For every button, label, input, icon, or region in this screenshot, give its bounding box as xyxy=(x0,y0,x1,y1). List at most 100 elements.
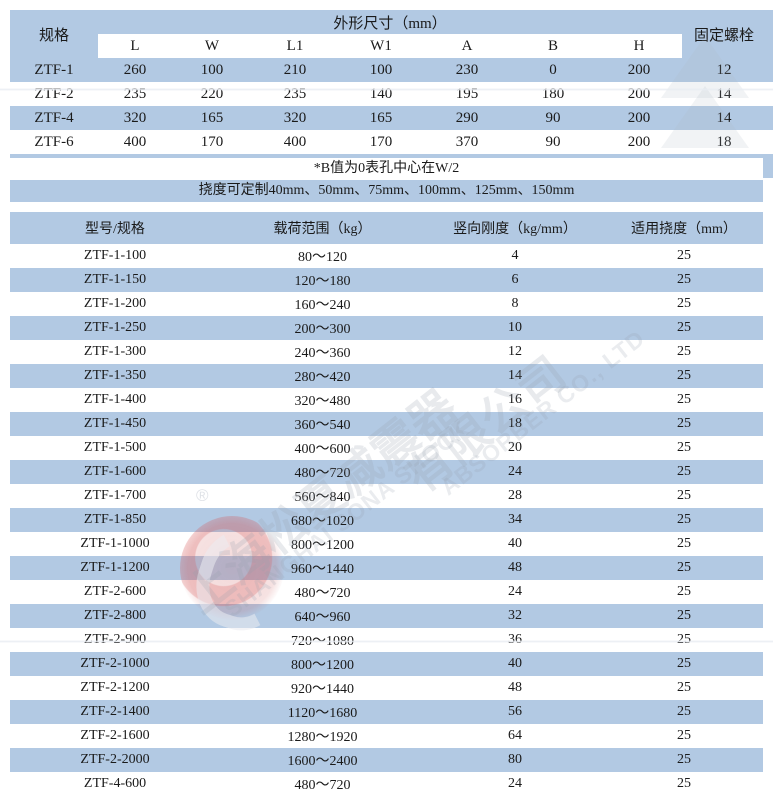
cell-model: ZTF-1-450 xyxy=(83,416,147,431)
cell-model: ZTF-1-600 xyxy=(83,464,147,479)
cell-W1: 170 xyxy=(369,133,393,150)
cell-deflection: 25 xyxy=(677,752,691,767)
cell-stiffness: 8 xyxy=(511,296,519,311)
cell-load-range: 360～540 xyxy=(294,418,351,433)
cell-deflection: 25 xyxy=(677,320,691,335)
cell-diameter: 13 xyxy=(766,154,773,178)
load-capacity-table: 型号/规格 载荷范围（kg） 竖向刚度（kg/mm） 适用挠度（mm） ZTF-… xyxy=(10,212,763,796)
subheader-B: B xyxy=(510,34,596,58)
cell-W: 165 xyxy=(200,109,224,126)
cell-stiffness: 16 xyxy=(508,392,522,407)
cell-model: ZTF-2-1600 xyxy=(80,728,150,743)
cell-model: ZTF-1-700 xyxy=(83,488,147,503)
table-row: ZTF-1-700 560～840 28 25 xyxy=(10,484,763,508)
cell-deflection: 25 xyxy=(677,584,691,599)
table-row: ZTF-2-600 480～720 24 25 xyxy=(10,580,763,604)
cell-load-range: 720～1080 xyxy=(291,634,354,649)
table-row: ZTF-2-1000 800～1200 40 25 xyxy=(10,652,763,676)
cell-load-range: 240～360 xyxy=(294,346,351,361)
cell-stiffness: 32 xyxy=(508,608,522,623)
cell-L: 235 xyxy=(123,85,147,102)
table-row: ZTF-1-200 160～240 8 25 xyxy=(10,292,763,316)
cell-stiffness: 14 xyxy=(508,368,522,383)
cell-diameter: 13 xyxy=(766,58,773,82)
cell-deflection: 25 xyxy=(677,680,691,695)
cell-load-range: 1120～1680 xyxy=(287,706,358,721)
cell-deflection: 25 xyxy=(677,560,691,575)
table-row: ZTF-1-100 80～120 4 25 xyxy=(10,244,763,268)
cell-load-range: 160～240 xyxy=(294,298,351,313)
cell-model: ZTF-1-500 xyxy=(83,440,147,455)
dimensions-header-row-2: L W L1 W1 A B H xyxy=(10,34,773,58)
table-row: ZTF-1-1000 800～1200 40 25 xyxy=(10,532,763,556)
table-row: ZTF-1-300 240～360 12 25 xyxy=(10,340,763,364)
table-row: ZTF-2-800 640～960 32 25 xyxy=(10,604,763,628)
cell-model: ZTF-2-1400 xyxy=(80,704,150,719)
cell-model: ZTF-1-400 xyxy=(83,392,147,407)
cell-bolt: 14 xyxy=(716,85,732,102)
header-load-range: 载荷范围（kg） xyxy=(273,222,372,237)
note-b-value: *B值为0表孔中心在W/2 xyxy=(10,158,763,180)
table-row: ZTF-1-150 120～180 6 25 xyxy=(10,268,763,292)
cell-B: 0 xyxy=(549,61,557,78)
cell-bolt: 14 xyxy=(716,109,732,126)
cell-model: ZTF-2-900 xyxy=(83,632,147,647)
cell-load-range: 560～840 xyxy=(294,490,351,505)
cell-stiffness: 36 xyxy=(508,632,522,647)
cell-stiffness: 24 xyxy=(508,776,522,791)
cell-model: ZTF-1-300 xyxy=(83,344,147,359)
subheader-A: A xyxy=(424,34,510,58)
table-row: ZTF-2-1600 1280～1920 64 25 xyxy=(10,724,763,748)
cell-stiffness: 40 xyxy=(508,536,522,551)
table-row: ZTF-2-1200 920～1440 48 25 xyxy=(10,676,763,700)
cell-load-range: 920～1440 xyxy=(291,682,354,697)
cell-A: 370 xyxy=(455,133,479,150)
load-header-row: 型号/规格 载荷范围（kg） 竖向刚度（kg/mm） 适用挠度（mm） xyxy=(10,212,763,244)
cell-load-range: 480～720 xyxy=(294,466,351,481)
table-row: ZTF-2-1400 1120～1680 56 25 xyxy=(10,700,763,724)
cell-H: 200 xyxy=(627,85,651,102)
cell-load-range: 80～120 xyxy=(298,250,347,265)
cell-model: ZTF-1-350 xyxy=(83,368,147,383)
cell-stiffness: 40 xyxy=(508,656,522,671)
table-row: ZTF-1-450 360～540 18 25 xyxy=(10,412,763,436)
cell-load-range: 800～1200 xyxy=(291,658,354,673)
cell-H: 200 xyxy=(627,133,651,150)
table-row: ZTF-2-2000 1600～2400 80 25 xyxy=(10,748,763,772)
cell-L1: 210 xyxy=(283,61,307,78)
cell-load-range: 1600～2400 xyxy=(287,754,358,769)
dimensions-table: 规格 外形尺寸（mm） 固定螺栓 ØD L W L1 W1 A B H ZTF-… xyxy=(10,10,773,178)
cell-stiffness: 18 xyxy=(508,416,522,431)
cell-W: 170 xyxy=(200,133,224,150)
cell-load-range: 640～960 xyxy=(294,610,351,625)
header-model: 型号/规格 xyxy=(85,222,145,237)
cell-B: 90 xyxy=(545,133,561,150)
cell-diameter: 13 xyxy=(766,130,773,154)
cell-diameter: 13 xyxy=(766,106,773,130)
cell-model: ZTF-1-1000 xyxy=(80,536,150,551)
table-row: ZTF-1-400 320～480 16 25 xyxy=(10,388,763,412)
header-diameter: ØD xyxy=(766,10,773,58)
cell-stiffness: 10 xyxy=(508,320,522,335)
cell-L1: 235 xyxy=(283,85,307,102)
cell-model: ZTF-2-2000 xyxy=(80,752,150,767)
cell-stiffness: 4 xyxy=(511,248,519,263)
subheader-L: L xyxy=(98,34,172,58)
cell-spec: ZTF-2 xyxy=(34,85,74,102)
table-row: ZTF-2 235 220 235 140 195 180 200 14 13 xyxy=(10,82,773,106)
cell-L1: 400 xyxy=(283,133,307,150)
table-row: ZTF-4-600 480～720 24 25 xyxy=(10,772,763,796)
header-stiffness: 竖向刚度（kg/mm） xyxy=(453,222,577,237)
cell-stiffness: 48 xyxy=(508,680,522,695)
cell-deflection: 25 xyxy=(677,464,691,479)
cell-stiffness: 6 xyxy=(511,272,519,287)
subheader-H: H xyxy=(596,34,683,58)
header-deflection: 适用挠度（mm） xyxy=(631,222,737,237)
cell-stiffness: 28 xyxy=(508,488,522,503)
cell-load-range: 120～180 xyxy=(294,274,351,289)
cell-deflection: 25 xyxy=(677,608,691,623)
note-custom-deflection: 挠度可定制40mm、50mm、75mm、100mm、125mm、150mm xyxy=(10,180,763,202)
cell-B: 90 xyxy=(545,109,561,126)
cell-bolt: 18 xyxy=(716,133,732,150)
cell-stiffness: 56 xyxy=(508,704,522,719)
